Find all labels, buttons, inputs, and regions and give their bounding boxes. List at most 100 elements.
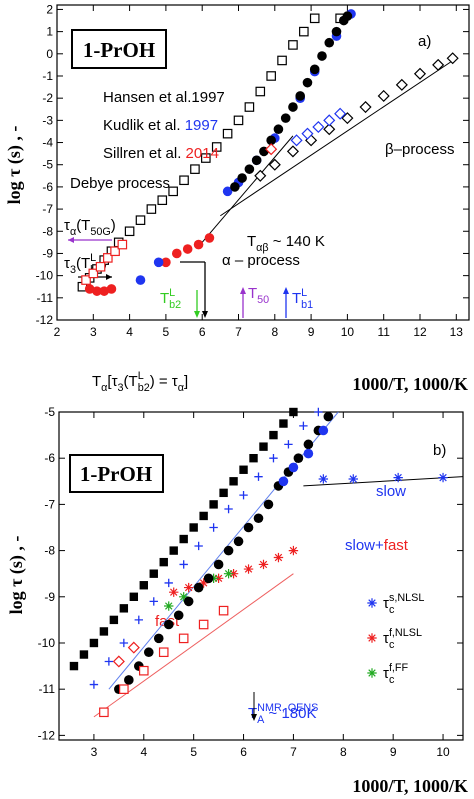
text-part: c: [389, 604, 395, 616]
marker: [244, 164, 255, 174]
marker: [254, 169, 267, 182]
marker: [92, 286, 102, 296]
marker: [295, 91, 306, 101]
text-part: α: [178, 382, 184, 394]
annotation: TL b1: [292, 287, 313, 311]
marker: [224, 504, 233, 514]
text-part: c: [389, 674, 395, 686]
text-part: s,NLSL: [389, 592, 424, 604]
text-part: Debye process: [70, 175, 170, 192]
marker: [341, 112, 354, 125]
marker: [259, 442, 268, 451]
text-part: T: [247, 233, 256, 250]
text-part: fast: [384, 537, 409, 554]
marker: [266, 71, 276, 81]
marker: [211, 142, 222, 152]
marker: [299, 421, 308, 431]
marker: [153, 257, 164, 268]
marker: [251, 155, 262, 166]
text-part: NMR, QENS: [257, 702, 318, 714]
marker: [89, 638, 99, 648]
marker: [84, 284, 95, 294]
marker: [135, 275, 146, 285]
marker: [134, 615, 144, 625]
marker: [284, 440, 293, 449]
marker: [159, 557, 168, 567]
marker: [157, 195, 168, 206]
marker: [164, 601, 174, 611]
marker: [124, 675, 134, 685]
compound-label: 1-PrOH: [83, 38, 155, 62]
marker: [69, 661, 79, 671]
annotation: Tα[τ3(TL b2) = τα]: [92, 370, 188, 394]
text-part: 50: [257, 294, 269, 306]
marker: [223, 545, 234, 556]
x-tick-label: 5: [190, 745, 197, 759]
text-part: L: [90, 252, 96, 264]
marker: [249, 453, 258, 463]
marker: [228, 568, 239, 579]
fit-line: [201, 135, 294, 243]
marker: [199, 511, 208, 521]
marker: [239, 465, 248, 474]
text-part: 50G: [90, 226, 110, 238]
text-part: slow+: [345, 537, 384, 554]
marker: [222, 186, 233, 197]
marker: [359, 100, 372, 114]
x-tick-label: 8: [271, 325, 278, 339]
x-tick-label: 2: [54, 325, 61, 339]
marker: [182, 244, 193, 254]
text-part: τ: [383, 630, 389, 647]
marker: [288, 462, 299, 473]
y-tick-label: -6: [44, 451, 55, 465]
marker: [293, 453, 304, 463]
text-part: τ: [383, 665, 389, 682]
marker: [204, 233, 215, 243]
marker: [243, 522, 254, 533]
text-part: b2: [169, 299, 181, 311]
text-part: α – process: [222, 252, 300, 269]
marker: [258, 559, 269, 570]
x-axis-label: 1000/T, 1000/K: [352, 374, 468, 394]
x-tick-label: 9: [390, 745, 397, 759]
marker: [229, 477, 238, 486]
y-tick-label: -5: [44, 405, 55, 419]
text-part: 1997: [185, 117, 218, 134]
x-tick-label: 10: [341, 325, 355, 339]
y-tick-label: -7: [42, 202, 53, 216]
y-tick-label: -10: [36, 269, 54, 283]
text-part: Kudlik et al.: [103, 117, 185, 134]
x-tick-label: 13: [450, 325, 464, 339]
panel-label: a): [418, 33, 431, 50]
text-part: T: [292, 290, 301, 307]
marker: [331, 26, 342, 37]
arrow-head: [240, 287, 246, 294]
annotation: β–process: [385, 141, 455, 158]
text-part: L: [301, 287, 307, 299]
plot-frame: [58, 411, 464, 741]
marker: [323, 114, 336, 127]
marker: [179, 560, 188, 569]
marker: [299, 26, 309, 37]
marker: [253, 513, 264, 524]
marker: [222, 128, 233, 139]
y-tick-label: -6: [42, 180, 53, 194]
y-tick-label: -9: [42, 246, 53, 260]
marker: [171, 248, 182, 259]
x-axis-label: 1000/T, 1000/K: [352, 776, 468, 796]
y-tick-label: -11: [37, 291, 54, 305]
label-box: [69, 454, 164, 493]
y-tick-label: -4: [42, 136, 53, 150]
x-tick-label: 6: [199, 325, 206, 339]
marker: [243, 564, 254, 574]
text-part: f,NLSL: [389, 627, 422, 639]
marker: [302, 77, 313, 88]
marker: [273, 552, 284, 563]
text-part: α: [70, 226, 76, 238]
marker: [203, 573, 214, 584]
text-part: (T: [124, 373, 138, 390]
annotation: Debye process: [70, 175, 170, 192]
marker: [79, 650, 89, 659]
text-part: L: [138, 370, 144, 382]
legend-entry: τs,NLSL c: [383, 592, 424, 616]
